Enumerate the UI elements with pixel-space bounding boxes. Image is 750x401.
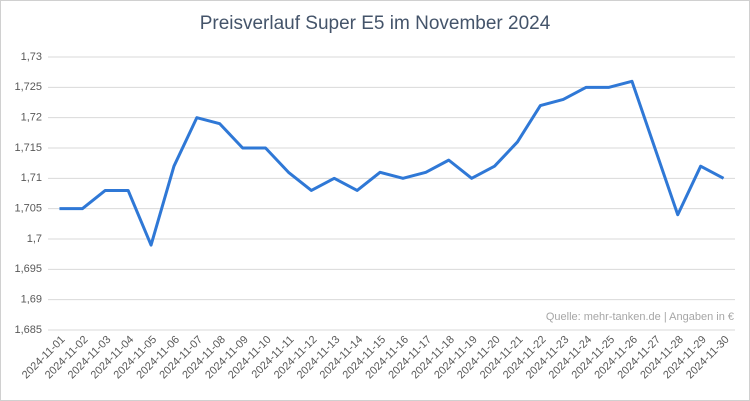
price-line	[59, 79, 725, 247]
y-tick-label: 1,715	[14, 142, 42, 154]
annotation: Quelle: mehr-tanken.de | Angaben in €	[546, 311, 734, 323]
y-tick-label: 1,73	[21, 51, 42, 63]
y-tick-label: 1,72	[21, 112, 42, 124]
y-tick-label: 1,725	[14, 81, 42, 93]
y-tick-label: 1,695	[14, 263, 42, 275]
y-tick-label: 1,69	[21, 294, 42, 306]
y-tick-label: 1,685	[14, 324, 42, 336]
y-tick-label: 1,71	[21, 172, 42, 184]
chart-title: Preisverlauf Super E5 im November 2024	[200, 13, 551, 34]
y-tick-label: 1,7	[27, 233, 42, 245]
y-tick-label: 1,705	[14, 203, 42, 215]
